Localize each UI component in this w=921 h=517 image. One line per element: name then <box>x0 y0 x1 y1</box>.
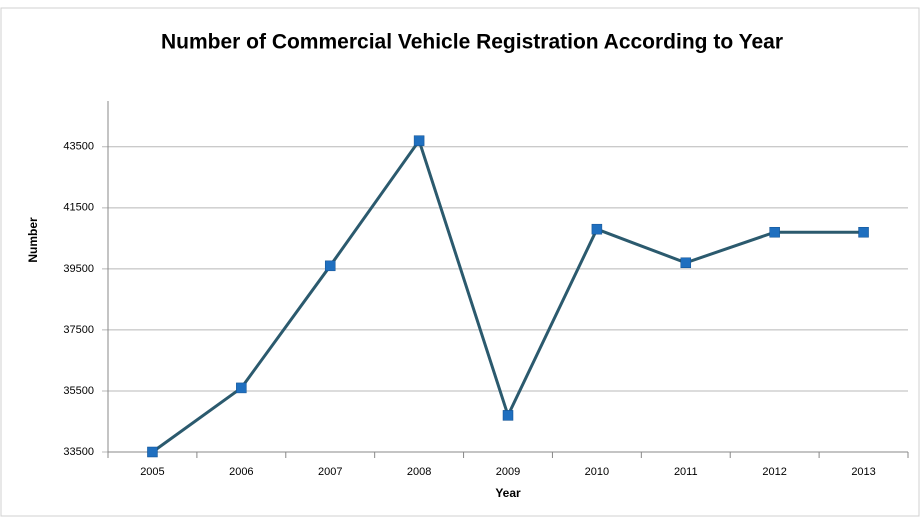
data-point <box>769 226 780 238</box>
y-axis-label: Number <box>26 217 40 263</box>
x-tick-label: 2006 <box>229 466 253 478</box>
data-point <box>147 446 158 458</box>
data-point <box>591 223 603 235</box>
chart-frame <box>0 7 920 517</box>
x-tick-label: 2012 <box>762 466 786 478</box>
y-tick-label: 43500 <box>63 141 94 153</box>
x-tick-label: 2013 <box>851 466 875 478</box>
y-tick-label: 37500 <box>63 324 94 336</box>
x-tick-label: 2005 <box>140 466 164 478</box>
data-point <box>236 382 247 394</box>
data-point <box>680 257 692 269</box>
chart-title: Number of Commercial Vehicle Registratio… <box>161 31 783 54</box>
y-tick-label: 33500 <box>63 446 94 458</box>
y-tick-label: 41500 <box>63 202 94 214</box>
y-tick-label: 35500 <box>63 385 94 397</box>
data-point <box>413 135 425 146</box>
y-tick-label: 39500 <box>63 263 94 275</box>
x-axis-label: Year <box>495 486 521 500</box>
data-point <box>858 226 869 238</box>
data-point <box>502 410 514 421</box>
x-tick-label: 2009 <box>496 466 520 478</box>
x-tick-label: 2008 <box>407 466 431 478</box>
data-point <box>324 260 336 272</box>
x-tick-label: 2011 <box>674 466 698 478</box>
x-tick-label: 2010 <box>585 466 609 478</box>
x-tick-label: 2007 <box>318 466 342 478</box>
